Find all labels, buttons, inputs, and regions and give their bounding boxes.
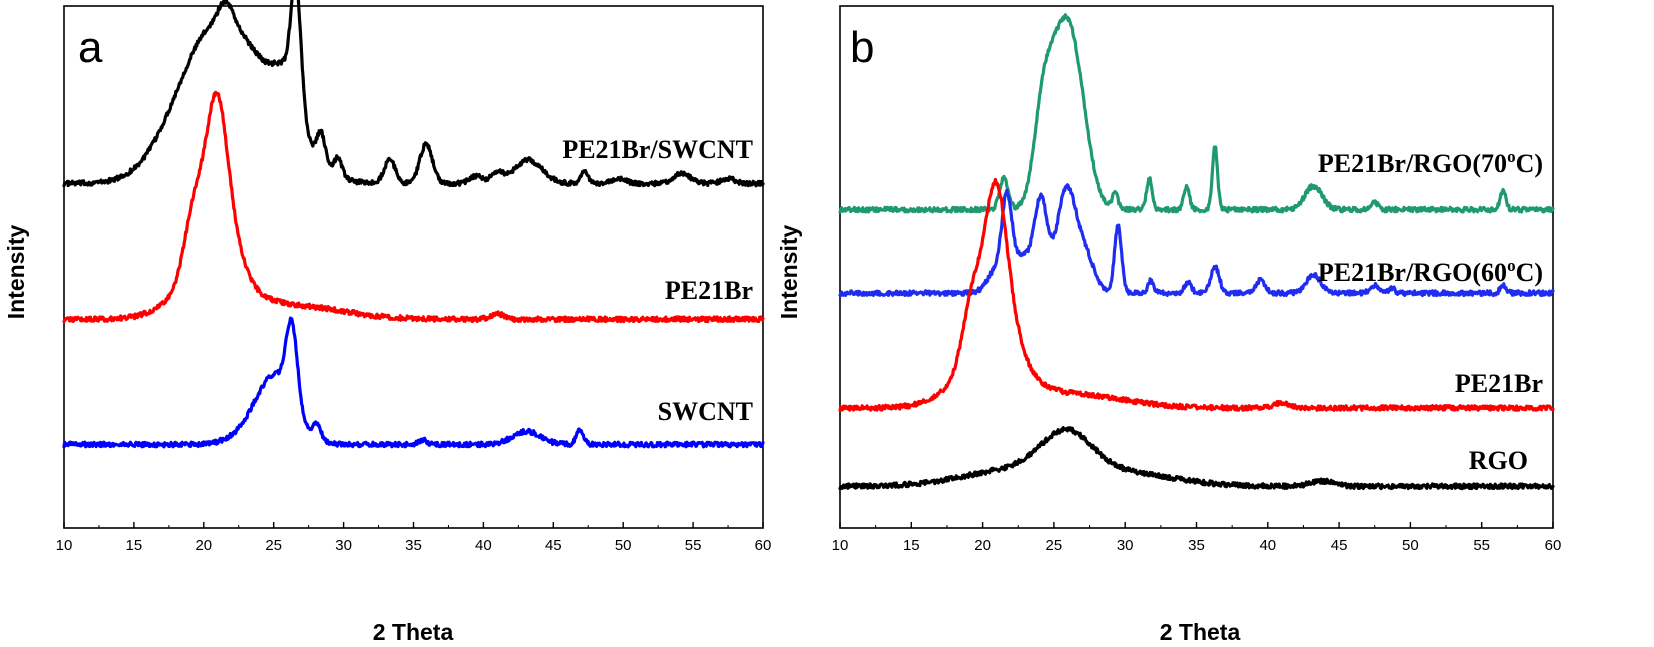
x-tick-label: 35	[1188, 537, 1205, 554]
x-tick-label: 40	[475, 537, 492, 554]
series-label: PE21Br/RGO(60oC)	[1318, 256, 1543, 287]
x-tick-label: 45	[1331, 537, 1348, 554]
x-tick-label: 50	[615, 537, 632, 554]
x-tick-label: 30	[335, 537, 352, 554]
x-tick-label: 25	[1046, 537, 1063, 554]
x-tick-label: 60	[1545, 537, 1562, 554]
x-tick-label: 60	[755, 537, 772, 554]
panel-b-x-axis-title: 2 Theta	[1160, 619, 1241, 645]
x-tick-label: 10	[56, 537, 73, 554]
panel-a-frame	[63, 5, 764, 529]
series-label: PE21Br	[1455, 369, 1543, 398]
series-line-pe21br-swcnt	[62, 0, 765, 188]
series-line-pe21br	[838, 177, 1555, 412]
panel-a-curves	[62, 0, 765, 449]
x-tick-label: 45	[545, 537, 562, 554]
x-tick-label: 30	[1117, 537, 1134, 554]
panel-b: b 10 15 20 25 30 35 40 45 50 55 60 PE21Br/RGO(70oC…	[776, 5, 1562, 645]
x-tick-label: 55	[1473, 537, 1490, 554]
series-line-pe21br-rgo-60-c-	[838, 183, 1555, 298]
panel-a-letter: a	[78, 23, 103, 72]
series-label: PE21Br	[665, 276, 753, 305]
x-tick-label: 20	[195, 537, 212, 554]
panel-a-y-axis-title: Intensity	[3, 225, 29, 320]
x-tick-label: 15	[126, 537, 143, 554]
panel-b-letter: b	[850, 23, 874, 72]
x-tick-label: 10	[832, 537, 849, 554]
series-label: PE21Br/SWCNT	[562, 135, 753, 164]
x-tick-label: 35	[405, 537, 422, 554]
panel-b-x-ticks: 10 15 20 25 30 35 40 45 50 55 60	[832, 522, 1562, 554]
series-label: RGO	[1469, 446, 1528, 475]
series-line-pe21br-rgo-70-c-	[838, 13, 1555, 214]
panel-a-x-ticks: 10 15 20 25 30 35 40 45 50 55 60	[56, 522, 772, 554]
x-tick-label: 40	[1259, 537, 1276, 554]
x-tick-label: 15	[903, 537, 920, 554]
series-label: PE21Br/RGO(70oC)	[1318, 147, 1543, 178]
series-line-swcnt	[62, 316, 765, 449]
x-tick-label: 55	[685, 537, 702, 554]
panel-b-series-labels: PE21Br/RGO(70oC) PE21Br/RGO(60oC) PE21Br RG…	[1318, 147, 1543, 475]
x-tick-label: 25	[265, 537, 282, 554]
panel-b-curves	[838, 13, 1555, 491]
panel-a-series-labels: PE21Br/SWCNT PE21Br SWCNT	[562, 135, 753, 426]
panel-b-y-axis-title: Intensity	[776, 225, 802, 320]
x-tick-label: 20	[974, 537, 991, 554]
panel-a: a 10 15 20 25 30 35 40 45 50 55 60 PE21Br/SWCNTPE2…	[3, 0, 771, 645]
series-line-rgo	[838, 426, 1555, 491]
series-line-pe21br	[62, 90, 765, 324]
series-label: SWCNT	[658, 397, 753, 426]
x-tick-label: 50	[1402, 537, 1419, 554]
panel-a-x-axis-title: 2 Theta	[373, 619, 454, 645]
